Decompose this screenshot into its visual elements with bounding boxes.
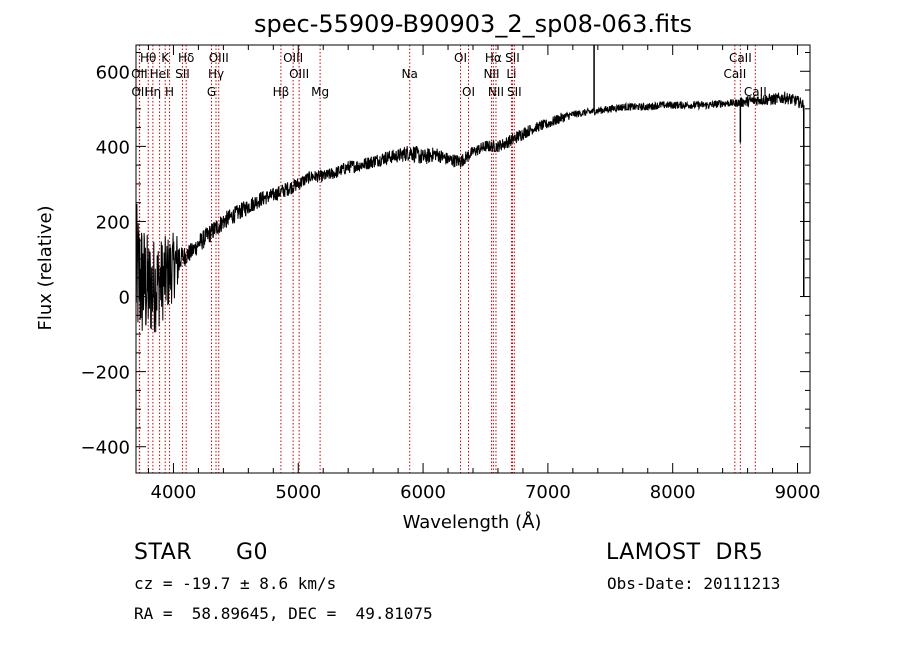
x-tick-label: 7000 — [525, 482, 571, 503]
line-label: Li — [506, 67, 516, 81]
line-label: OII — [131, 67, 148, 81]
line-label: Hα — [485, 51, 502, 65]
axes: 4000 5000 6000 7000 8000 9000 −400 −200 0 200 400 6… — [81, 44, 821, 503]
line-label: HeI — [150, 67, 170, 81]
x-tick-label: 8000 — [650, 482, 696, 503]
y-axis-label: Flux (relative) — [35, 205, 56, 330]
x-axis-label: Wavelength (Å) — [403, 511, 542, 533]
line-label: OIII — [283, 51, 303, 65]
x-tick-label: 4000 — [151, 482, 197, 503]
y-tick-label: 0 — [119, 288, 130, 309]
line-label: OI — [454, 51, 467, 65]
line-label: NII — [483, 67, 499, 81]
line-label: CaII — [729, 51, 752, 65]
y-tick-label: −400 — [81, 438, 130, 459]
survey-label: LAMOST DR5 — [606, 540, 764, 565]
line-label: CaII — [723, 67, 746, 81]
line-label: OII — [131, 85, 148, 99]
line-label: SII — [507, 85, 522, 99]
line-label: OI — [462, 85, 475, 99]
line-label: CaII — [744, 85, 767, 99]
plot-frame — [135, 44, 811, 474]
x-tick-label: 5000 — [275, 482, 321, 503]
chart-title: spec-55909-B90903_2_sp08-063.fits — [254, 10, 692, 38]
object-class: STAR — [134, 540, 193, 565]
spectrum-plot: spec-55909-B90903_2_sp08-063.fits 4000 50… — [35, 10, 821, 533]
line-label: Hδ — [178, 51, 194, 65]
line-label: Na — [402, 67, 418, 81]
line-label: Hθ — [140, 51, 156, 65]
line-label: H — [165, 85, 174, 99]
line-label: Hη — [145, 85, 162, 99]
x-tick-label: 6000 — [400, 482, 446, 503]
line-label: OIII — [289, 67, 309, 81]
obs-date-text: Obs-Date: 20111213 — [607, 574, 781, 593]
coords-text: RA = 58.89645, DEC = 49.81075 — [134, 604, 433, 623]
line-label: SII — [505, 51, 520, 65]
y-tick-label: 200 — [96, 212, 130, 233]
spectrum-line — [135, 91, 805, 333]
line-label: SII — [175, 67, 190, 81]
x-tick-label: 9000 — [775, 482, 821, 503]
line-label: K — [161, 51, 170, 65]
line-label: Mg — [311, 85, 329, 99]
line-label: G — [207, 85, 216, 99]
y-tick-label: 400 — [96, 137, 130, 158]
line-label: NII — [488, 85, 504, 99]
y-tick-label: −200 — [81, 363, 130, 384]
line-label: Hβ — [273, 85, 290, 99]
line-markers — [138, 45, 756, 473]
spectrum-series — [135, 45, 805, 333]
redshift-text: cz = -19.7 ± 8.6 km/s — [134, 574, 337, 593]
y-tick-label: 600 — [96, 62, 130, 83]
line-label: OIII — [209, 51, 229, 65]
object-subclass: G0 — [236, 540, 269, 565]
line-label: Hγ — [208, 67, 224, 81]
